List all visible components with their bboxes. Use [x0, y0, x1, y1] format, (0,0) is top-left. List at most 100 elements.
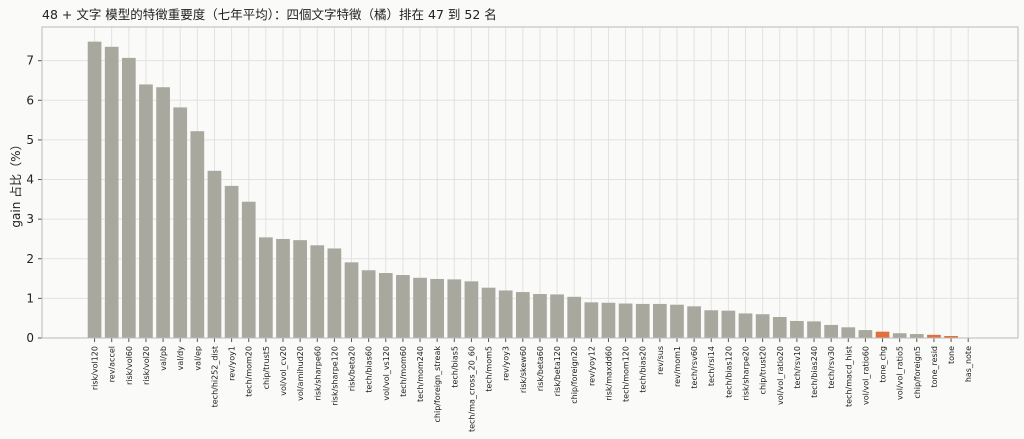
x-tick-label: tech/mom5 [485, 346, 494, 392]
bar [909, 334, 924, 338]
y-tick-label: 4 [26, 173, 34, 187]
bar [344, 262, 359, 338]
x-tick-label: val/dy [176, 346, 185, 371]
x-tick-label: rev/yoy3 [502, 346, 511, 381]
y-tick-label: 7 [26, 54, 34, 68]
bar [635, 303, 650, 338]
bar [721, 310, 736, 338]
x-tick-label: risk/beta120 [553, 346, 562, 396]
bar [892, 333, 907, 338]
x-tick-label: tech/mom60 [399, 346, 408, 397]
x-tick-label: vol/vol_ratio20 [776, 346, 785, 405]
bar [430, 278, 445, 338]
bar [327, 248, 342, 338]
x-tick-label: tech/macd_hist [844, 346, 853, 407]
x-tick-label: chip/foreign20 [570, 346, 579, 404]
x-tick-label: rev/mom1 [673, 346, 682, 387]
x-tick-label: chip/foreign5 [913, 346, 922, 399]
bar [567, 296, 582, 338]
bar [173, 107, 188, 339]
chart-title: 48 + 文字 模型的特徵重要度（七年平均）：四個文字特徵（橘）排在 47 到 … [42, 7, 497, 22]
x-tick-label: risk/sharpe120 [330, 346, 339, 406]
x-tick-label: chip/trust20 [759, 346, 768, 394]
x-tick-label: tone_chg [879, 346, 888, 383]
x-tick-label: tech/bias5 [450, 346, 459, 388]
y-tick-label: 3 [26, 212, 34, 226]
bar [190, 131, 205, 338]
bar [498, 290, 513, 338]
x-tick-label: tech/bias60 [365, 346, 374, 393]
bar [687, 306, 701, 338]
x-tick-label: risk/sharpe20 [742, 346, 751, 401]
plot-frame [41, 26, 1019, 339]
x-tick-label: tone_resid [930, 346, 939, 388]
bar [104, 46, 119, 338]
x-tick-label: tech/bias120 [724, 346, 733, 398]
bar [824, 324, 839, 338]
bar [772, 317, 787, 338]
bar [670, 304, 684, 338]
bar [87, 41, 102, 338]
bar [259, 237, 273, 338]
y-tick-label: 5 [26, 133, 34, 147]
bar [121, 57, 136, 338]
bar [361, 270, 376, 338]
bar [481, 287, 496, 338]
bar [584, 302, 599, 338]
bar [841, 327, 856, 338]
x-tick-label: risk/vol60 [125, 346, 134, 385]
bar [241, 201, 256, 338]
bar [550, 294, 564, 338]
x-tick-label: risk/skew60 [519, 346, 528, 393]
bar [927, 334, 941, 338]
x-tick-label: rev/yoy12 [587, 346, 596, 386]
bar [875, 331, 890, 338]
x-tick-label: tech/rsi14 [707, 346, 716, 386]
x-tick-label: vol/vol_cv20 [279, 346, 288, 396]
bar [156, 87, 170, 338]
x-tick-label: val/ep [193, 346, 202, 371]
x-tick-label: risk/sharpe60 [313, 346, 322, 401]
bar [790, 320, 804, 338]
x-tick-label: tech/rsv10 [793, 346, 802, 389]
bar [653, 303, 667, 338]
y-tick-label: 0 [26, 331, 34, 345]
x-tick-label: tech/rsv60 [690, 346, 699, 389]
x-tick-label: rev/yoy1 [228, 346, 237, 381]
bar [139, 84, 153, 338]
x-tick-label: tone [947, 346, 956, 364]
y-tick-label: 6 [26, 93, 34, 107]
bar [276, 238, 290, 338]
x-tick-label: risk/vol120 [91, 346, 100, 390]
x-tick-label: has_note [964, 346, 973, 382]
x-tick-label: risk/maxdd60 [604, 346, 613, 401]
bar [447, 279, 462, 338]
bar [533, 294, 547, 338]
bar [207, 170, 222, 338]
bar [515, 292, 530, 338]
x-tick-label: val/pb [159, 346, 168, 371]
x-tick-label: risk/beta20 [348, 346, 357, 391]
x-tick-label: tech/bias240 [810, 346, 819, 398]
bar [378, 273, 393, 338]
x-tick-label: chip/foreign_streak [433, 346, 442, 423]
x-tick-label: tech/hi252_dist [210, 346, 219, 407]
x-tick-label: vol/vol_vs120 [382, 346, 391, 401]
y-tick-label: 1 [26, 291, 34, 305]
bar [755, 314, 770, 338]
x-tick-label: rev/accel [108, 346, 117, 382]
x-tick-label: tech/mom240 [416, 346, 425, 402]
bar [618, 303, 633, 338]
bar [310, 245, 325, 338]
bar [601, 302, 616, 338]
x-tick-label: rev/sus [656, 346, 665, 375]
x-tick-label: risk/vol20 [142, 346, 151, 385]
bar [858, 330, 873, 338]
x-tick-label: vol/vol_ratio5 [896, 346, 905, 400]
bar [944, 336, 958, 338]
y-tick-label: 2 [26, 252, 34, 266]
x-tick-label: tech/mom120 [622, 346, 631, 402]
bar [464, 281, 479, 338]
